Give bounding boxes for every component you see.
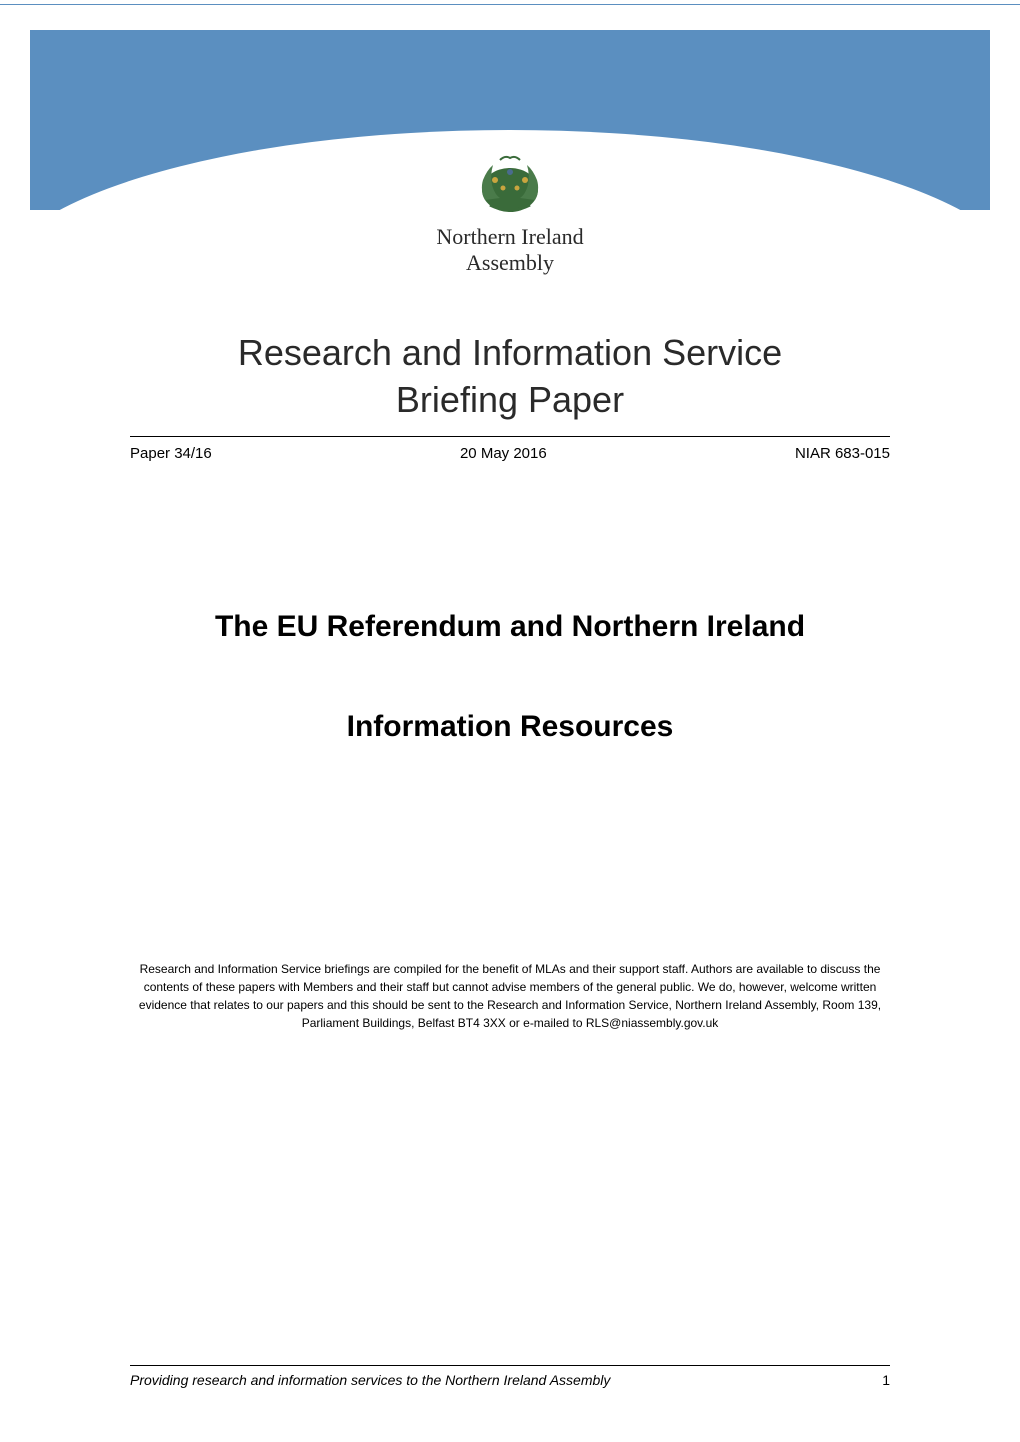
disclaimer-text: Research and Information Service briefin… (130, 960, 890, 1032)
title-container: The EU Referendum and Northern Ireland (130, 610, 890, 644)
footer-text: Providing research and information servi… (130, 1372, 610, 1388)
heading-divider (130, 436, 890, 437)
paper-niar: NIAR 683-015 (795, 445, 890, 462)
paper-date: 20 May 2016 (460, 445, 547, 462)
logo-text-line2: Assembly (410, 250, 610, 276)
subtitle-container: Information Resources (130, 710, 890, 744)
heading-line1: Research and Information Service (238, 332, 782, 373)
crest-icon (445, 140, 575, 220)
heading-container: Research and Information Service Briefin… (130, 330, 890, 437)
document-subtitle: Information Resources (130, 710, 890, 744)
heading-line2: Briefing Paper (396, 379, 624, 420)
meta-row: Paper 34/16 20 May 2016 NIAR 683-015 (130, 445, 890, 462)
page-number: 1 (882, 1372, 890, 1388)
document-page: Northern Ireland Assembly Research and I… (0, 0, 1020, 1442)
footer-row: Providing research and information servi… (130, 1372, 890, 1388)
top-border-line (0, 4, 1020, 5)
logo-text-line1: Northern Ireland (410, 224, 610, 250)
main-heading: Research and Information Service Briefin… (130, 330, 890, 424)
disclaimer-container: Research and Information Service briefin… (130, 960, 890, 1032)
paper-id: Paper 34/16 (130, 445, 212, 462)
logo-container: Northern Ireland Assembly (410, 140, 610, 276)
document-title: The EU Referendum and Northern Ireland (130, 610, 890, 644)
footer-divider (130, 1365, 890, 1366)
footer: Providing research and information servi… (130, 1365, 890, 1388)
